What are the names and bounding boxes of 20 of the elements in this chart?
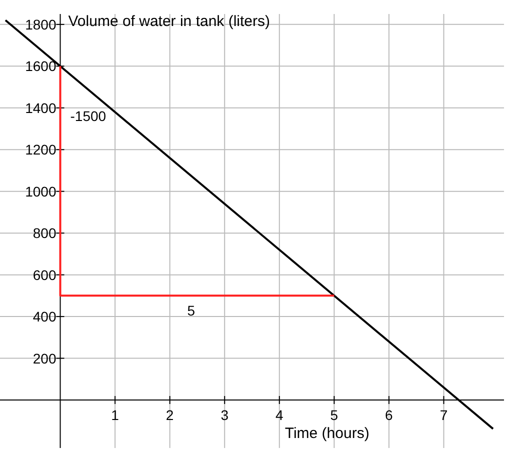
- x-tick-label: 3: [220, 407, 229, 424]
- y-tick-label: 1400: [25, 100, 56, 116]
- y-tick-label: 1000: [25, 183, 56, 200]
- x-tick-label: 1: [111, 407, 120, 424]
- y-tick-label: 1600: [25, 58, 56, 74]
- x-tick-label: 2: [166, 407, 174, 424]
- x-tick-label: 5: [330, 407, 338, 424]
- y-axis-title: Volume of water in tank (liters): [68, 13, 270, 30]
- y-tick-label: 400: [32, 308, 56, 325]
- y-tick-label: 600: [32, 266, 56, 283]
- y-tick-label: 800: [32, 225, 56, 242]
- y-tick-label: 1200: [25, 142, 56, 158]
- annotation: -1500: [70, 108, 106, 124]
- y-tick-label: 1800: [25, 16, 56, 32]
- x-tick-label: 7: [440, 407, 448, 424]
- x-tick-label: 4: [275, 407, 284, 424]
- annotation: 5: [187, 302, 196, 319]
- x-tick-label: 6: [385, 407, 394, 424]
- y-tick-label: 200: [32, 350, 56, 366]
- x-axis-title: Time (hours): [284, 425, 370, 442]
